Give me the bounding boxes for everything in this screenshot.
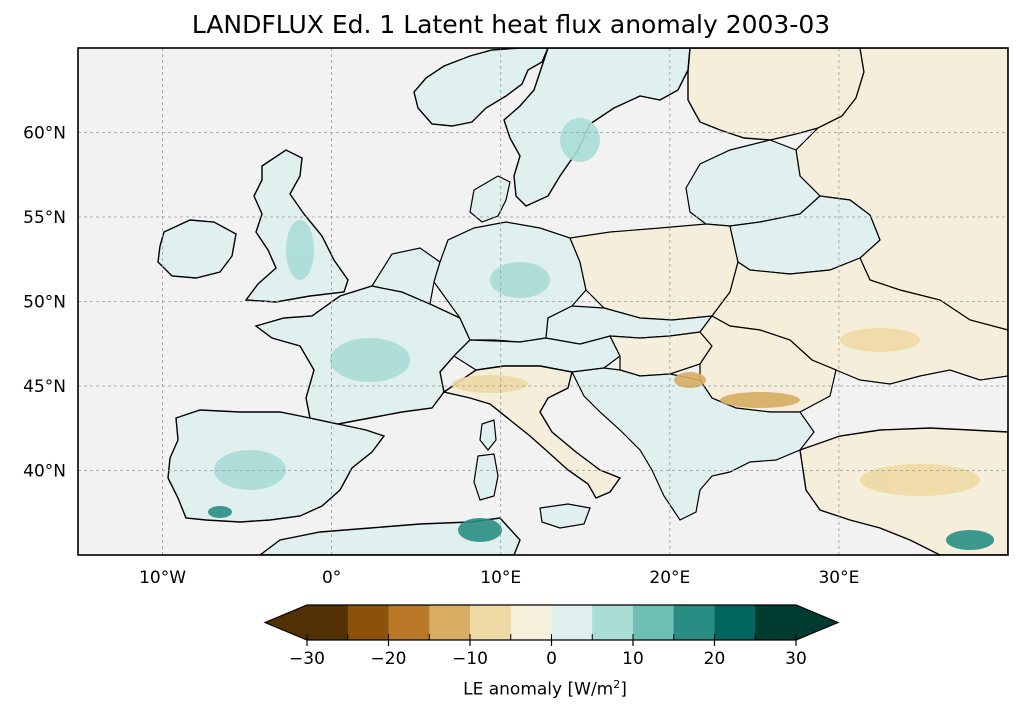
- colorbar-tick-label: −10: [452, 649, 488, 669]
- colorbar-segment: [755, 605, 797, 640]
- colorbar-segment: [388, 605, 430, 640]
- colorbar-tick-label: 10: [622, 649, 644, 669]
- latitude-tick-labels: 60°N 55°N 50°N 45°N 40°N: [23, 124, 66, 482]
- land-romania: [699, 315, 837, 413]
- colorbar-tick-label: 0: [546, 649, 557, 669]
- land-corsica: [479, 419, 497, 451]
- colorbar-segment: [714, 605, 756, 640]
- colorbar-over-extension: [796, 605, 838, 640]
- colorbar-tick-label: −20: [371, 649, 407, 669]
- land-scandinavia: [413, 48, 549, 127]
- colorbar-segment: [307, 605, 349, 640]
- land-ireland: [157, 219, 237, 279]
- longitude-tick-labels: 10°W 0° 10°E 20°E 30°E: [139, 568, 859, 588]
- colorbar-under-extension: [265, 605, 307, 640]
- colorbar-tick-label: 20: [704, 649, 726, 669]
- lat-tick-label: 40°N: [23, 462, 66, 482]
- lon-tick-label: 10°E: [480, 568, 521, 588]
- lon-tick-label: 0°: [322, 568, 341, 588]
- colorbar: −30 −20 −10 0 10 20 30: [263, 604, 840, 669]
- colorbar-label: LE anomaly [W/m2]: [463, 678, 627, 700]
- colorbar-segment: [633, 605, 675, 640]
- colorbar-segment: [592, 605, 634, 640]
- lat-tick-label: 45°N: [23, 377, 66, 397]
- map-frame: [77, 47, 1009, 556]
- colorbar-segment: [510, 605, 552, 640]
- lon-tick-label: 20°E: [649, 568, 690, 588]
- land-denmark: [469, 175, 511, 223]
- lon-tick-label: 10°W: [139, 568, 186, 588]
- lon-tick-label: 30°E: [818, 568, 859, 588]
- land-sardinia: [473, 453, 499, 501]
- map-title: LANDFLUX Ed. 1 Latent heat flux anomaly …: [191, 10, 831, 39]
- land-north-africa: [258, 517, 521, 555]
- land-sicily: [539, 503, 591, 529]
- colorbar-tick-label: 30: [785, 649, 807, 669]
- land-balkans: [571, 367, 815, 521]
- colorbar-segment: [470, 605, 512, 640]
- colorbar-segment: [673, 605, 715, 640]
- lat-tick-label: 60°N: [23, 124, 66, 144]
- colorbar-segment: [551, 605, 593, 640]
- map-land-layer: [157, 48, 1008, 555]
- colorbar-tick-label: −30: [289, 649, 325, 669]
- land-italy: [442, 365, 622, 499]
- colorbar-segment: [429, 605, 471, 640]
- anomaly-patches: [208, 118, 994, 550]
- lat-tick-label: 50°N: [23, 293, 66, 313]
- land-sweden: [503, 48, 691, 207]
- gridlines: [78, 48, 1008, 555]
- colorbar-segment: [347, 605, 389, 640]
- lat-tick-label: 55°N: [23, 208, 66, 228]
